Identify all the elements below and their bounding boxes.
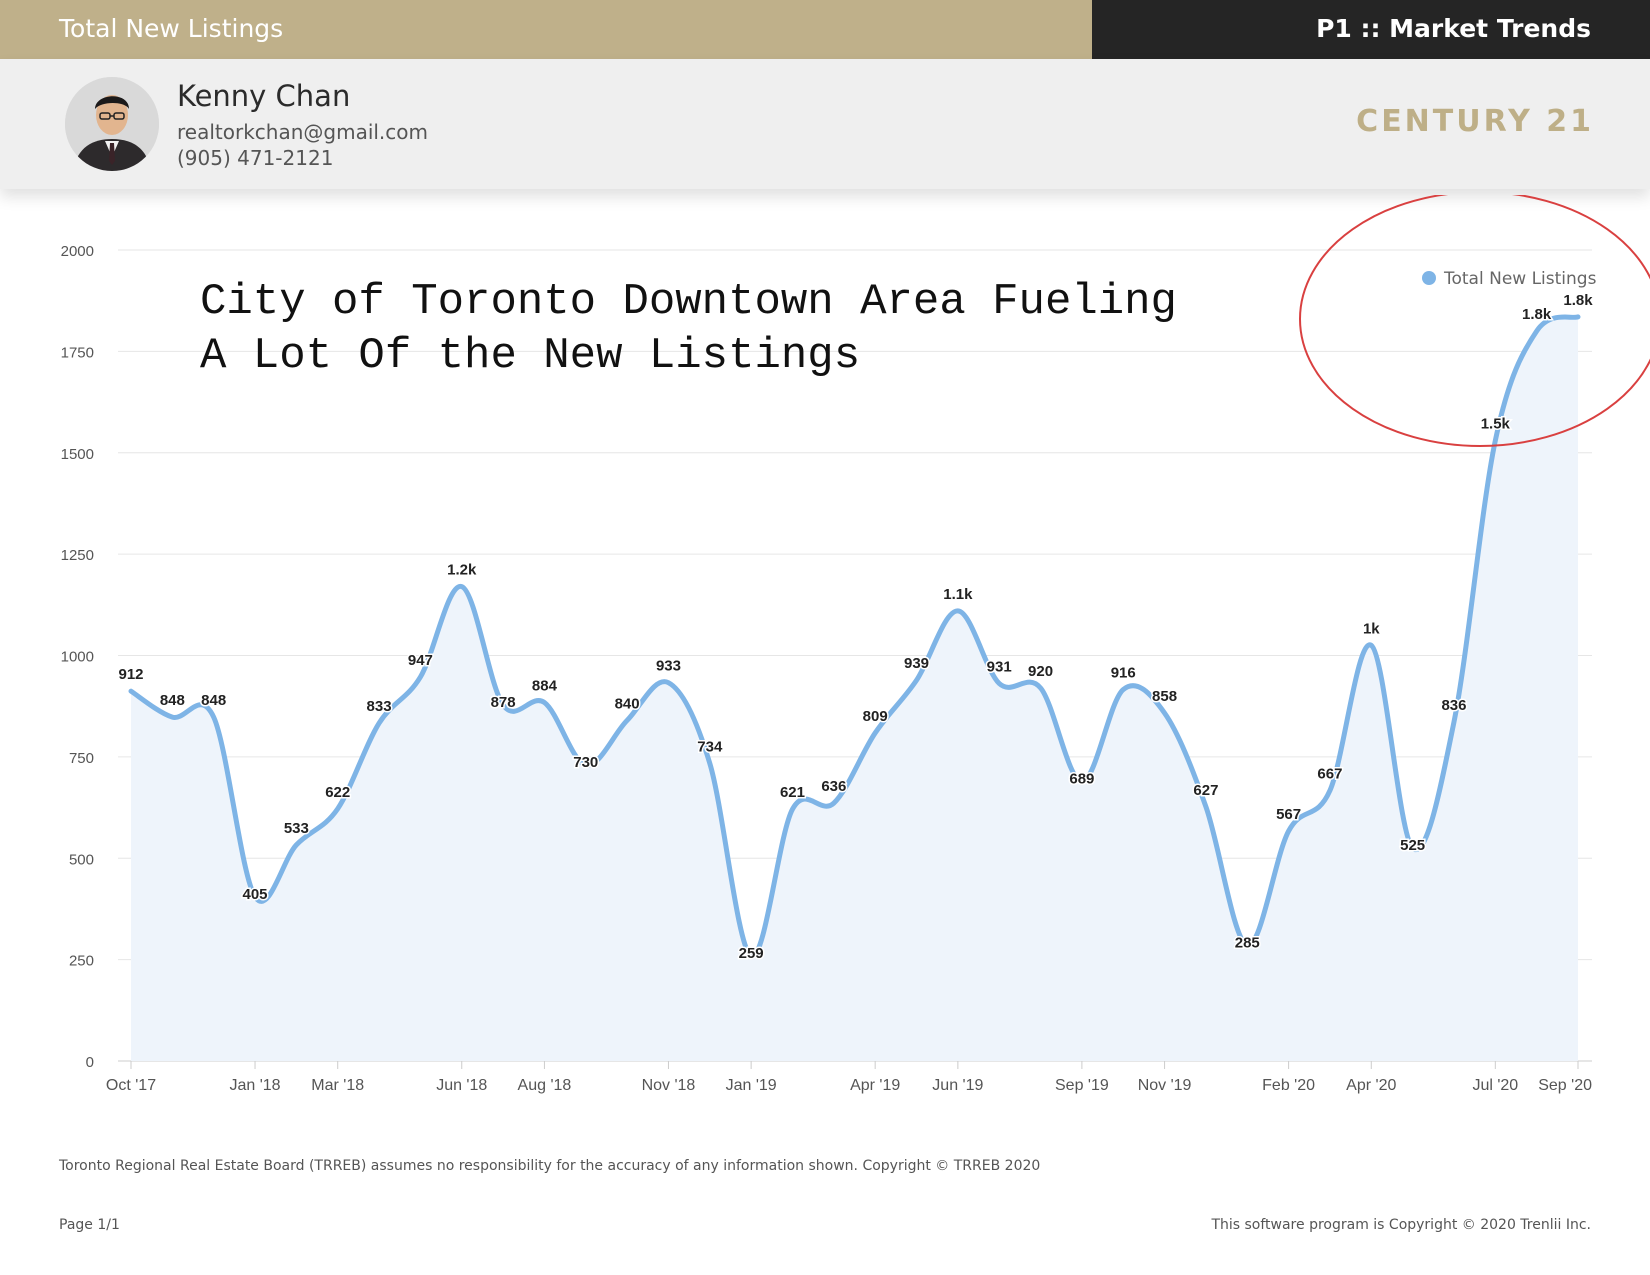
- legend-label: Total New Listings: [1443, 269, 1597, 289]
- x-tick-label: Jun '19: [932, 1077, 983, 1094]
- data-label: 525: [1400, 837, 1425, 854]
- y-tick-label: 250: [69, 953, 94, 970]
- agent-email[interactable]: realtorkchan@gmail.com: [177, 120, 429, 144]
- agent-name: Kenny Chan: [177, 79, 351, 113]
- data-label: 259: [739, 945, 764, 962]
- y-axis-ticks: 0 250 500 750 1000 1250 1500 1750 2000: [61, 243, 94, 1071]
- y-tick-label: 1000: [61, 649, 94, 666]
- y-tick-label: 2000: [61, 243, 94, 260]
- data-label: 1.5k: [1481, 416, 1511, 433]
- data-label: 567: [1276, 806, 1301, 823]
- data-label: 1.2k: [447, 562, 477, 579]
- agent-info-bar: Kenny Chan realtorkchan@gmail.com (905) …: [0, 59, 1650, 189]
- data-label: 858: [1152, 688, 1177, 705]
- data-label: 627: [1193, 782, 1218, 799]
- data-label: 285: [1235, 934, 1260, 951]
- data-labels: 912 848 848 405 533 622 833 947 1.2k 878 884 730 840…: [117, 290, 1595, 963]
- x-tick-label: Jul '20: [1472, 1077, 1518, 1094]
- report-title: Total New Listings: [59, 14, 284, 43]
- data-label: 840: [615, 695, 640, 712]
- data-label: 1k: [1363, 620, 1380, 637]
- x-tick-label: Nov '18: [642, 1077, 696, 1094]
- data-label: 533: [284, 820, 309, 837]
- x-tick-label: Sep '19: [1055, 1077, 1109, 1094]
- highlight-circle: [1299, 195, 1650, 447]
- data-label: 848: [160, 692, 185, 709]
- data-label: 916: [1111, 665, 1136, 682]
- century21-logo: CENTURY 21: [1356, 104, 1594, 139]
- series-line: [128, 314, 1581, 959]
- data-label: 621: [780, 784, 805, 801]
- data-label: 1.8k: [1522, 306, 1552, 323]
- data-label: 405: [243, 886, 268, 903]
- report-header: Total New Listings P1 :: Market Trends: [0, 0, 1650, 59]
- data-label: 878: [491, 694, 516, 711]
- data-label: 622: [325, 784, 350, 801]
- data-label: 836: [1441, 697, 1466, 714]
- data-label: 931: [987, 658, 1012, 675]
- y-tick-label: 500: [69, 851, 94, 868]
- data-label: 809: [863, 708, 888, 725]
- page-number: Page 1/1: [59, 1217, 120, 1233]
- software-copyright: This software program is Copyright © 202…: [1211, 1217, 1591, 1233]
- x-tick-label: Apr '20: [1346, 1077, 1396, 1094]
- x-tick-label: Jun '18: [436, 1077, 487, 1094]
- x-tick-label: Feb '20: [1262, 1077, 1315, 1094]
- x-tick-label: Mar '18: [311, 1077, 364, 1094]
- data-label: 1.1k: [943, 586, 973, 603]
- x-tick-label: Oct '17: [106, 1077, 156, 1094]
- data-label: 884: [532, 678, 558, 695]
- report-section: P1 :: Market Trends: [1316, 14, 1591, 43]
- legend-marker: [1422, 271, 1436, 285]
- x-tick-label: Apr '19: [850, 1077, 900, 1094]
- series-area: [131, 316, 1578, 1062]
- data-label: 734: [697, 738, 723, 755]
- y-tick-label: 1250: [61, 547, 94, 564]
- y-tick-label: 750: [69, 750, 94, 767]
- avatar: [65, 77, 159, 171]
- data-label: 833: [367, 698, 392, 715]
- x-tick-label: Jan '19: [726, 1077, 777, 1094]
- data-label: 933: [656, 658, 681, 675]
- data-label: 636: [821, 778, 846, 795]
- y-tick-label: 1750: [61, 344, 94, 361]
- area-fill: [131, 316, 1578, 1062]
- disclaimer: Toronto Regional Real Estate Board (TRRE…: [59, 1158, 1041, 1174]
- new-listings-chart: 0 250 500 750 1000 1250 1500 1750 2000 Oct '17 Ja…: [61, 195, 1650, 1094]
- data-label: 848: [201, 692, 226, 709]
- annotation-line-1: City of Toronto Downtown Area Fueling: [200, 277, 1177, 327]
- data-label: 667: [1317, 766, 1342, 783]
- data-label: 947: [408, 652, 433, 669]
- x-tick-label: Nov '19: [1138, 1077, 1192, 1094]
- data-label: 730: [573, 754, 598, 771]
- legend[interactable]: Total New Listings: [1422, 269, 1597, 289]
- data-label: 912: [118, 666, 143, 683]
- annotation-line-2: A Lot Of the New Listings: [200, 331, 860, 381]
- header-section-bar: P1 :: Market Trends: [1092, 0, 1650, 59]
- header-title-bar: Total New Listings: [0, 0, 1092, 59]
- y-tick-label: 1500: [61, 446, 94, 463]
- y-tick-label: 0: [86, 1054, 94, 1071]
- x-axis-ticks: Oct '17 Jan '18 Mar '18 Jun '18 Aug '18 Nov '…: [106, 1061, 1592, 1094]
- agent-phone[interactable]: (905) 471-2121: [177, 146, 334, 170]
- data-label: 939: [904, 655, 929, 672]
- x-tick-label: Sep '20: [1538, 1077, 1592, 1094]
- x-tick-label: Jan '18: [229, 1077, 280, 1094]
- data-label: 920: [1028, 663, 1053, 680]
- series-line-path: [128, 314, 1581, 959]
- data-label: 689: [1069, 771, 1094, 788]
- data-label: 1.8k: [1563, 292, 1593, 309]
- x-tick-label: Aug '18: [518, 1077, 572, 1094]
